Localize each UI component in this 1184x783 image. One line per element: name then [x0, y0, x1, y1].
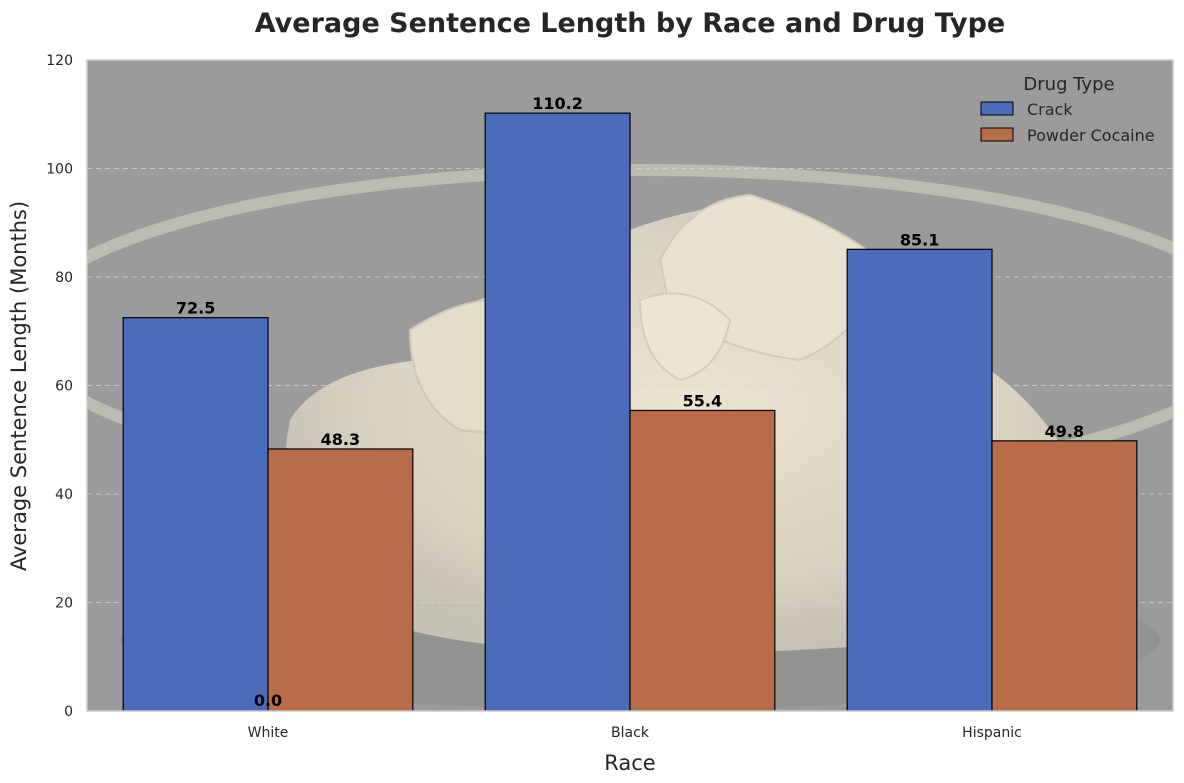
bar-powder-cocaine	[629, 409, 776, 711]
bar-value-label: 48.3	[321, 430, 360, 449]
bar-crack	[484, 112, 631, 711]
y-tick-label: 80	[55, 270, 73, 286]
bar-crack	[122, 317, 269, 711]
y-axis-label: Average Sentence Length (Months)	[7, 201, 31, 571]
bars	[122, 112, 1138, 711]
x-axis-ticks: White Black Hispanic	[248, 725, 1022, 741]
value-labels: 72.5 48.3 0.0 110.2 55.4 85.1 49.8	[176, 94, 1084, 710]
y-tick-label: 60	[55, 379, 73, 395]
plot-frame	[86, 59, 1174, 712]
rock-3	[638, 292, 732, 382]
legend-swatch	[980, 127, 1014, 142]
bar-value-label: 85.1	[900, 230, 939, 249]
legend: Drug Type Crack Powder Cocaine	[980, 74, 1155, 145]
x-axis-label: Race	[604, 751, 655, 775]
bar-crack	[846, 248, 993, 711]
x-tick-label: Black	[611, 725, 650, 741]
bar-value-label: 72.5	[176, 299, 215, 318]
y-tick-label: 100	[46, 162, 73, 178]
legend-title: Drug Type	[1023, 74, 1114, 95]
legend-label: Crack	[1027, 100, 1073, 119]
x-tick-label: Hispanic	[962, 725, 1022, 741]
bar-value-label: 49.8	[1045, 422, 1084, 441]
y-tick-label: 120	[46, 53, 73, 69]
bar-value-label: 55.4	[683, 391, 722, 410]
y-tick-label: 40	[55, 487, 73, 503]
extra-value-label: 0.0	[254, 691, 282, 710]
bar-powder-cocaine	[267, 448, 414, 711]
legend-swatch	[980, 101, 1014, 116]
bar-powder-cocaine	[991, 440, 1138, 711]
plot-area: 72.5 48.3 0.0 110.2 55.4 85.1 49.8	[87, 60, 1173, 711]
y-axis-ticks: 0 20 40 60 80 100 120	[46, 53, 73, 720]
x-tick-label: White	[248, 725, 289, 741]
legend-items: Crack Powder Cocaine	[980, 100, 1155, 145]
chart-title: Average Sentence Length by Race and Drug…	[255, 8, 1006, 39]
y-tick-label: 20	[55, 596, 73, 612]
y-tick-label: 0	[64, 704, 73, 720]
legend-label: Powder Cocaine	[1027, 126, 1155, 145]
bar-value-label: 110.2	[532, 94, 583, 113]
